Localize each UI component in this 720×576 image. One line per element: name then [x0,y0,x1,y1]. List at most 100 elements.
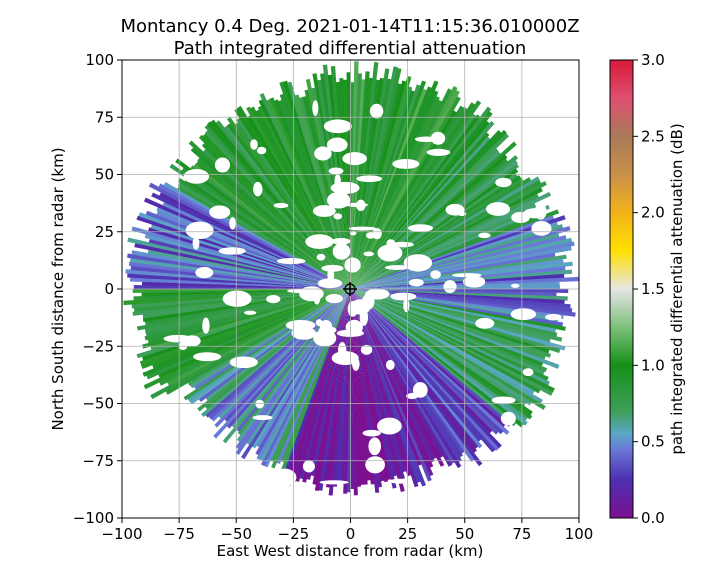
radar-ray-sector-9 [190,165,351,289]
no-echo-gap [363,251,374,257]
radar-ray-sector-0 [350,114,481,289]
radar-ray-sector-5 [350,289,435,463]
radar-ray-sector-7 [144,289,351,341]
radar-ray-sector-2 [350,215,555,289]
radar-ray-sector-8 [150,224,351,289]
colorbar-tick-label: 0.5 [641,433,665,451]
radar-ray-sector-3 [350,289,544,367]
radar-ray-sector-9 [184,178,351,289]
radar-ray-sector-4 [350,289,500,451]
radar-ray-sector-4 [350,289,510,435]
radar-ray-sector-9 [282,80,351,289]
radar-ray-sector-0 [350,106,492,289]
radar-ray-sector-4 [350,289,483,449]
no-echo-gap [491,396,516,405]
no-echo-gap [272,468,297,487]
radar-ray-sector-4 [350,289,479,449]
radar-ray-sector-6 [208,289,351,420]
radar-ray-sector-2 [350,233,560,289]
no-echo-gap [252,415,273,421]
no-echo-gap [332,243,351,260]
radar-ray-sector-0 [350,102,476,290]
radar-ray-sector-5 [350,289,432,482]
no-echo-gap [323,119,352,134]
no-echo-gap [356,175,383,183]
radar-ray-sector-9 [197,157,351,289]
radar-ray-sector-4 [350,289,462,463]
radar-ray-sector-1 [350,191,552,289]
no-echo-gap [317,278,343,289]
no-echo-gap [214,157,231,173]
radar-ray-sector-4 [350,289,502,449]
radar-ray-sector-3 [350,289,532,406]
no-echo-gap [316,253,326,261]
radar-ray-sector-3 [350,289,541,394]
radar-ray-sector-0 [350,110,457,290]
radar-ray-sector-2 [350,252,556,289]
radar-ray-sector-6 [205,289,351,401]
radar-ray-sector-6 [189,289,351,405]
radar-ray-sector-3 [350,289,551,358]
radar-ray-sector-5 [350,289,362,487]
no-echo-gap [313,329,337,347]
radar-ray-sector-4 [350,289,455,465]
radar-ray-sector-9 [287,81,351,289]
y-tick-label: 100 [85,51,114,69]
radar-ray-sector-3 [350,289,533,416]
no-echo-gap [389,478,412,484]
no-echo-gap [365,456,385,474]
no-echo-gap [183,335,201,347]
no-echo-gap [244,310,257,315]
radar-ray-sector-3 [350,289,555,393]
no-echo-gap [475,317,495,329]
radar-ray-sector-5 [350,289,444,458]
y-axis-label: North South distance from radar (km) [49,147,67,430]
radar-ray-sector-0 [350,113,477,290]
no-echo-gap [345,319,363,335]
radar-ray-sector-3 [350,289,545,375]
no-echo-gap [360,344,373,355]
radar-ray-sector-4 [350,289,475,462]
radar-ray-sector-2 [350,254,567,289]
radar-ray-sector-3 [350,289,527,407]
no-echo-gap [266,295,281,304]
no-echo-gap [255,399,265,409]
radar-ray-sector-2 [350,235,567,289]
no-echo-gap [312,205,336,217]
radar-ray-sector-4 [350,289,499,435]
no-echo-gap [348,226,377,231]
no-echo-gap [325,294,344,304]
radar-ray-sector-3 [350,289,554,396]
no-echo-gap [414,136,437,143]
no-echo-gap [331,237,351,245]
no-echo-gap [344,257,361,273]
no-echo-gap [463,275,486,288]
x-axis: −100 −75 −50 −25 0 25 50 75 100 [101,518,593,543]
radar-ray-sector-5 [350,289,358,496]
no-echo-gap [218,247,246,255]
no-echo-gap [403,254,433,272]
radar-ray-sector-8 [143,197,351,289]
radar-ray-sector-0 [350,96,461,289]
radar-ray-sector-1 [350,177,532,289]
no-echo-gap [369,103,384,119]
no-echo-gap [333,213,343,220]
colorbar-tick-label: 2.0 [641,204,665,222]
y-tick-label: −100 [73,509,114,527]
radar-ray-sector-9 [169,163,351,289]
no-echo-gap [365,492,394,499]
radar-ray-sector-4 [350,289,507,427]
x-tick-label: 100 [565,525,594,543]
radar-ray-sector-3 [350,289,548,373]
no-echo-gap [305,234,334,249]
radar-ray-sector-6 [211,289,351,422]
no-echo-gap [273,202,289,209]
colorbar-tick-label: 3.0 [641,51,665,69]
radar-ray-sector-5 [350,289,419,488]
radar-ray-sector-6 [197,289,351,412]
radar-ray-sector-7 [136,289,351,331]
radar-ray-sector-4 [350,289,462,469]
radar-ray-sector-0 [350,100,482,289]
no-echo-gap [377,417,402,435]
radar-ray-sector-9 [202,133,351,289]
